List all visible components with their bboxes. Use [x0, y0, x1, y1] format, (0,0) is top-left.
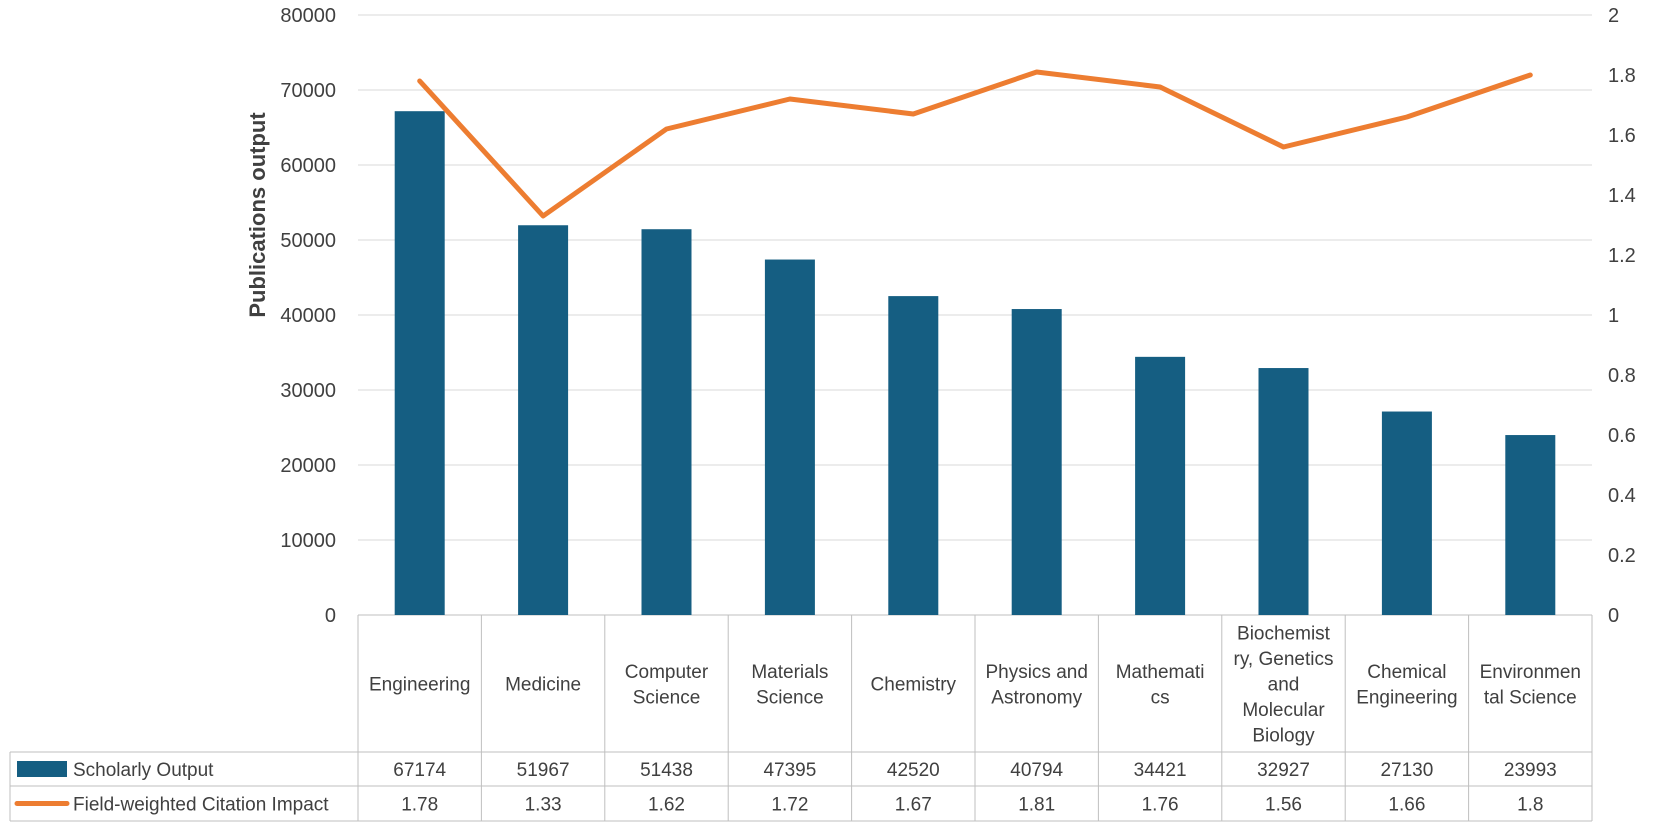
- category-label: Physics and: [985, 662, 1087, 683]
- table-value-scholarly-output: 40794: [1010, 760, 1063, 781]
- bar: [518, 225, 569, 615]
- y2-tick-label: 0.6: [1608, 425, 1636, 447]
- bar: [641, 229, 692, 615]
- bar: [1135, 356, 1186, 615]
- y-tick-label: 0: [325, 605, 336, 627]
- y-tick-label: 20000: [280, 455, 336, 477]
- table-value-scholarly-output: 51438: [640, 760, 693, 781]
- table-value-fwci: 1.8: [1517, 795, 1543, 816]
- bar: [764, 259, 815, 615]
- y-axis-title: Publications output: [245, 112, 270, 318]
- category-label: Science: [756, 687, 824, 708]
- bar: [1505, 435, 1556, 615]
- y2-tick-label: 0.8: [1608, 365, 1636, 387]
- category-label: Medicine: [505, 675, 581, 696]
- legend-label: Field-weighted Citation Impact: [73, 795, 329, 816]
- legend-key-scholarly-output: [17, 761, 67, 777]
- y-tick-label: 60000: [280, 155, 336, 177]
- table-value-scholarly-output: 47395: [763, 760, 816, 781]
- bar: [888, 296, 939, 615]
- bar: [1258, 368, 1309, 615]
- category-label: Science: [633, 687, 701, 708]
- y2-tick-label: 2: [1608, 5, 1619, 27]
- bar: [394, 111, 445, 615]
- y-tick-label: 50000: [280, 230, 336, 252]
- table-value-fwci: 1.72: [771, 795, 808, 816]
- y-tick-label: 70000: [280, 80, 336, 102]
- table-value-fwci: 1.56: [1265, 795, 1302, 816]
- bar: [1381, 411, 1432, 615]
- category-label: cs: [1151, 687, 1170, 708]
- y2-tick-label: 0.4: [1608, 485, 1636, 507]
- category-label: Chemistry: [871, 675, 957, 696]
- category-label: Environmen: [1480, 662, 1581, 683]
- category-label: Materials: [751, 662, 828, 683]
- table-value-scholarly-output: 42520: [887, 760, 940, 781]
- y2-tick-label: 1.8: [1608, 65, 1636, 87]
- y2-tick-label: 0: [1608, 605, 1619, 627]
- y2-tick-label: 1: [1608, 305, 1619, 327]
- category-label: ry, Genetics: [1234, 649, 1334, 670]
- y-tick-label: 10000: [280, 530, 336, 552]
- table-value-scholarly-output: 67174: [393, 760, 446, 781]
- table-value-scholarly-output: 27130: [1380, 760, 1433, 781]
- category-label: Engineering: [369, 675, 470, 696]
- category-label: Computer: [625, 662, 709, 683]
- category-label: Astronomy: [991, 687, 1082, 708]
- y2-tick-label: 0.2: [1608, 545, 1636, 567]
- y2-tick-label: 1.6: [1608, 125, 1636, 147]
- table-value-fwci: 1.33: [525, 795, 562, 816]
- y-tick-label: 30000: [280, 380, 336, 402]
- category-label: Biochemist: [1237, 624, 1331, 645]
- category-label: Biology: [1252, 726, 1315, 747]
- bar: [1011, 309, 1062, 615]
- category-label: tal Science: [1484, 687, 1577, 708]
- table-value-fwci: 1.81: [1018, 795, 1055, 816]
- table-value-scholarly-output: 23993: [1504, 760, 1557, 781]
- y2-tick-label: 1.2: [1608, 245, 1636, 267]
- table-value-fwci: 1.62: [648, 795, 685, 816]
- legend-label: Scholarly Output: [73, 760, 214, 781]
- table-value-fwci: 1.66: [1388, 795, 1425, 816]
- y-tick-label: 40000: [280, 305, 336, 327]
- table-value-scholarly-output: 34421: [1134, 760, 1187, 781]
- line-series-fwci: [417, 69, 1533, 219]
- category-label: Chemical: [1367, 662, 1446, 683]
- y-tick-label: 80000: [280, 5, 336, 27]
- table-value-scholarly-output: 51967: [517, 760, 570, 781]
- table-value-fwci: 1.78: [401, 795, 438, 816]
- table-value-fwci: 1.76: [1142, 795, 1179, 816]
- category-label: Molecular: [1242, 700, 1325, 721]
- category-label: and: [1268, 675, 1300, 696]
- table-value-scholarly-output: 32927: [1257, 760, 1310, 781]
- category-label: Mathemati: [1116, 662, 1205, 683]
- category-label: Engineering: [1356, 687, 1457, 708]
- table-value-fwci: 1.67: [895, 795, 932, 816]
- y2-tick-label: 1.4: [1608, 185, 1636, 207]
